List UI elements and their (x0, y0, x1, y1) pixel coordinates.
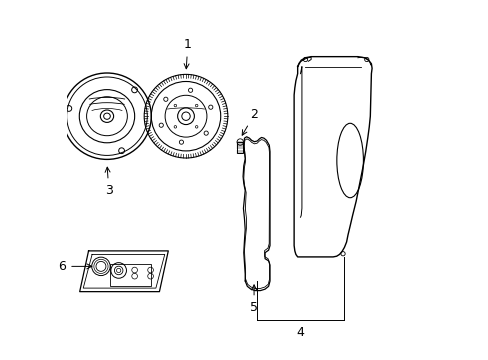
Text: 4: 4 (296, 327, 304, 339)
Text: 1: 1 (183, 38, 191, 69)
Polygon shape (80, 251, 168, 292)
Bar (110, 264, 151, 286)
Polygon shape (293, 57, 371, 257)
Text: 2: 2 (242, 108, 258, 135)
Text: 5: 5 (249, 285, 258, 314)
Text: 6: 6 (58, 260, 92, 273)
Text: 3: 3 (104, 167, 112, 197)
Bar (237, 142, 243, 153)
